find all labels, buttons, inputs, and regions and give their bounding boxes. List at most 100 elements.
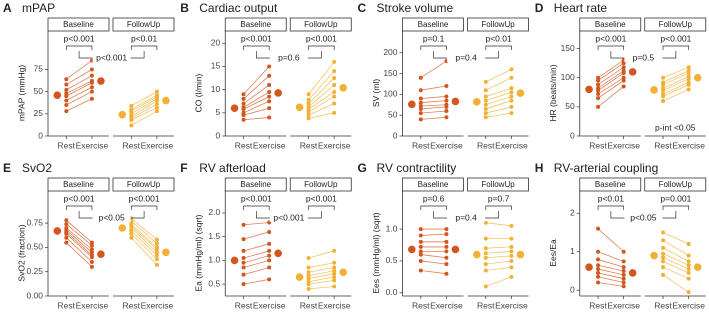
mean-point <box>473 98 481 106</box>
point <box>332 59 337 64</box>
between-p-bg <box>447 213 486 222</box>
pair-line <box>597 276 624 283</box>
point <box>509 274 514 279</box>
y-tick-label: 50 <box>565 101 575 111</box>
facet-label: FollowUp <box>659 180 693 189</box>
pair-line <box>485 91 512 101</box>
point <box>332 248 337 253</box>
point <box>661 245 666 250</box>
within-bracket <box>243 45 270 50</box>
point <box>89 89 94 94</box>
y-axis-label: HR (beats/min) <box>548 64 558 121</box>
within-p: p<0.001 <box>306 193 337 203</box>
pair-line <box>66 69 93 85</box>
mean-point <box>451 245 460 254</box>
within-p: p=0.6 <box>423 193 445 203</box>
point <box>483 94 488 99</box>
point <box>418 104 423 109</box>
y-tick-label: 0.5 <box>208 278 220 288</box>
mean-point <box>295 273 304 281</box>
y-tick-label: 0.00 <box>26 290 43 300</box>
point <box>332 278 337 283</box>
point <box>444 109 449 114</box>
x-tick-label: Rest <box>123 300 141 310</box>
point <box>509 265 514 270</box>
x-tick-label: Rest <box>589 140 607 150</box>
pair-line <box>662 76 689 89</box>
point <box>306 113 311 118</box>
y-axis-label: SV (ml) <box>371 79 381 108</box>
point <box>483 284 488 289</box>
x-tick-label: Rest <box>58 140 76 150</box>
pair-line <box>597 228 624 253</box>
y-tick-label: 1.5 <box>208 231 220 241</box>
y-axis-label: SvO2 (fraction) <box>16 224 26 281</box>
x-tick-label: Exercise <box>607 140 640 150</box>
point <box>267 64 272 69</box>
mean-point <box>339 83 347 92</box>
point <box>129 103 134 108</box>
point <box>154 105 159 110</box>
point <box>483 106 488 111</box>
pair-line <box>662 232 689 245</box>
y-tick-label: 150 <box>561 43 575 53</box>
pair-line <box>597 72 624 91</box>
point <box>267 73 272 78</box>
facet-strip <box>289 177 352 192</box>
point <box>596 226 601 231</box>
point <box>306 109 311 114</box>
pair-line <box>66 231 93 256</box>
panel-title: mPAP <box>22 1 55 15</box>
mean-point <box>516 89 525 97</box>
mean-point <box>230 256 239 265</box>
facet-label: Baseline <box>240 180 271 189</box>
point <box>306 97 311 102</box>
point <box>596 274 601 279</box>
point <box>661 238 666 243</box>
point <box>621 61 626 66</box>
facet-label: FollowUp <box>659 20 693 29</box>
point <box>444 84 449 89</box>
pair-line <box>66 223 93 246</box>
mean-point <box>295 103 304 112</box>
point <box>267 258 272 263</box>
x-tick-label: Rest <box>654 300 672 310</box>
point <box>444 262 449 267</box>
within-bracket <box>597 205 625 210</box>
between-p: p<0.05 <box>98 212 125 222</box>
panel-letter: A <box>3 1 12 15</box>
pair-line <box>485 266 512 271</box>
pair-line <box>243 279 270 285</box>
pair-line <box>243 267 270 276</box>
point <box>621 280 626 285</box>
facet-strip <box>47 177 110 192</box>
within-p: p=0.001 <box>660 193 691 203</box>
pair-line <box>485 222 512 227</box>
point <box>621 284 626 289</box>
point <box>596 249 601 254</box>
x-tick-label: Exercise <box>253 140 286 150</box>
pair-line <box>243 84 270 104</box>
pair-line <box>131 94 158 110</box>
panel-title: SvO2 <box>22 161 52 175</box>
mean-point <box>628 269 637 277</box>
pair-line <box>420 233 447 236</box>
pair-line <box>597 251 624 262</box>
panel-letter: H <box>535 161 544 175</box>
point <box>154 257 159 262</box>
within-p: p<0.001 <box>64 193 95 203</box>
point <box>418 117 423 122</box>
pair-line <box>485 77 512 91</box>
mean-point <box>118 224 127 232</box>
point <box>89 250 94 255</box>
point <box>596 104 601 109</box>
pair-line <box>66 60 93 80</box>
point <box>267 248 272 253</box>
point <box>267 253 272 258</box>
between-p: p<0.001 <box>96 52 127 62</box>
point <box>332 110 337 115</box>
pair-line <box>308 276 335 283</box>
point <box>267 241 272 246</box>
mean-point <box>339 268 347 277</box>
pair-line <box>131 217 158 240</box>
